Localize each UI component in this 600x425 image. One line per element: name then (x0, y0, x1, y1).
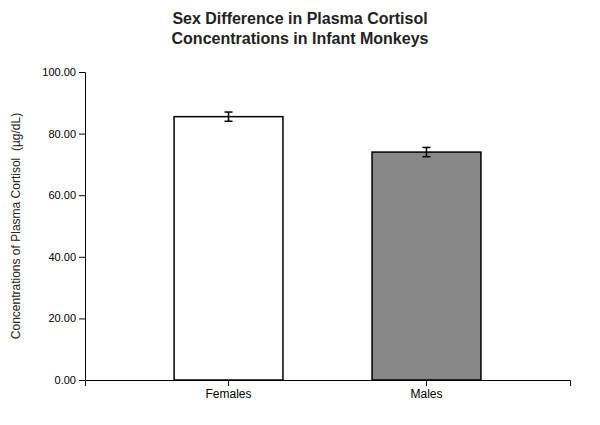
y-tick-mark (79, 134, 85, 135)
bar (174, 117, 283, 380)
y-tick-mark (79, 257, 85, 258)
error-bar-cap (422, 147, 430, 149)
y-tick-mark (79, 318, 85, 319)
error-bar-cap (422, 156, 430, 158)
title: Sex Difference in Plasma CortisolConcent… (172, 10, 429, 47)
y-tick-mark (79, 195, 85, 196)
error-bar-cap (225, 111, 233, 113)
bar (372, 152, 481, 380)
x-tick: Females (206, 380, 252, 401)
y-tick-label: 0.00 (55, 374, 76, 386)
x-tick: Males (410, 380, 442, 401)
y-tick: 100.00 (42, 66, 85, 78)
y-tick: 60.00 (48, 189, 85, 201)
y-axis-line (79, 73, 86, 381)
plot-area: 0.00 20.00 40.00 60.00 80.00 100.00 Females Mal… (42, 66, 570, 401)
y-tick-label: 100.00 (42, 66, 76, 78)
error-bar (225, 112, 233, 121)
error-bar (422, 147, 430, 156)
bars (174, 112, 481, 380)
y-axis: 0.00 20.00 40.00 60.00 80.00 100.00 (42, 66, 85, 386)
x-tick-mark (228, 380, 229, 386)
x-tick-mark (426, 380, 427, 386)
x-axis: Females Males (86, 380, 571, 401)
y-tick: 0.00 (55, 374, 85, 386)
y-tick: 40.00 (48, 251, 85, 263)
y-tick-label: 20.00 (48, 312, 76, 324)
x-axis-line (86, 381, 571, 387)
x-tick-label: Females (206, 387, 252, 401)
y-axis-label: Concentrations of Plasma Cortisol (µg/dL… (9, 113, 23, 339)
error-bar-stem (426, 147, 428, 156)
y-tick-label: 60.00 (48, 189, 76, 201)
y-tick-mark (79, 380, 85, 381)
error-bar-cap (225, 121, 233, 123)
y-tick: 80.00 (48, 128, 85, 140)
y-tick: 20.00 (48, 312, 85, 324)
y-tick-label: 80.00 (48, 128, 76, 140)
y-tick-mark (79, 72, 85, 73)
y-tick-label: 40.00 (48, 251, 76, 263)
chart: Sex Difference in Plasma CortisolConcent… (0, 0, 600, 425)
error-bar-stem (228, 112, 230, 121)
x-tick-label: Males (410, 387, 442, 401)
